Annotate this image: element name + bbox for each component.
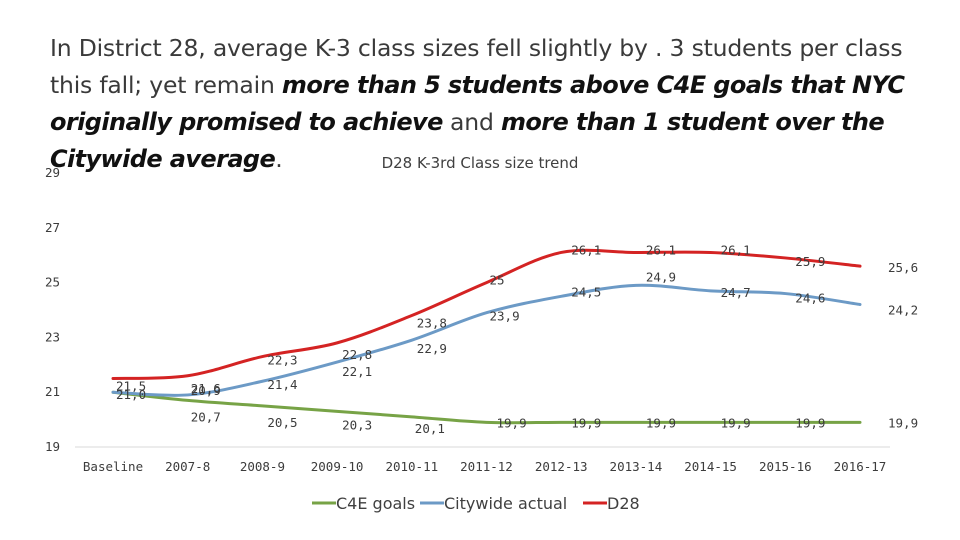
data-label-c4e-goals: 20,5 (267, 415, 297, 430)
data-point-citywide-actual (485, 311, 488, 314)
x-tick-label: 2010-11 (385, 459, 438, 474)
x-tick-label: 2008-9 (240, 459, 285, 474)
data-label-c4e-goals: 20,7 (191, 409, 221, 424)
data-label-c4e-goals: 21,0 (116, 387, 146, 402)
series-line-citywide-actual (111, 283, 862, 397)
x-tick-label: 2009-10 (311, 459, 364, 474)
data-point-d28 (186, 374, 189, 377)
data-label-c4e-goals: 19,9 (571, 415, 601, 430)
data-point-citywide-actual (112, 391, 115, 394)
legend: C4E goals Citywide actual D28 (312, 494, 640, 513)
data-label-c4e-goals: 19,9 (497, 415, 527, 430)
data-point-d28 (112, 377, 115, 380)
data-point-citywide-actual (186, 393, 189, 396)
data-point-c4e-goals (261, 404, 264, 407)
data-point-citywide-actual (261, 380, 264, 383)
x-tick-label: 2016-17 (834, 459, 887, 474)
data-label-c4e-goals: 19,9 (646, 415, 676, 430)
headline-emphasis-citywide: more than 1 student over the Citywide av… (50, 108, 885, 173)
data-point-c4e-goals (634, 421, 637, 424)
data-label-citywide-actual: 24,2 (888, 303, 918, 318)
data-label-citywide-actual: 21,4 (267, 377, 297, 392)
data-label-citywide-actual: 24,5 (571, 284, 601, 299)
data-point-citywide-actual (560, 295, 563, 298)
legend-label-citywide-actual: Citywide actual (444, 494, 567, 513)
data-label-d28: 23,8 (417, 315, 447, 330)
data-point-c4e-goals (709, 421, 712, 424)
data-point-c4e-goals (485, 421, 488, 424)
x-tick-label: 2013-14 (610, 459, 663, 474)
data-label-d28: 22,3 (267, 353, 297, 368)
data-label-c4e-goals: 20,3 (342, 417, 372, 432)
axis: 19 21 23 25 27 29 Baseline 2007-8 2008-9 2009-10 2… (45, 165, 890, 474)
data-label-d28: 26,1 (646, 242, 676, 257)
data-point-c4e-goals (186, 399, 189, 402)
y-tick-label: 21 (45, 384, 60, 399)
data-label-d28: 25 (490, 273, 505, 288)
data-label-d28: 22,8 (342, 347, 372, 362)
data-point-d28 (709, 251, 712, 254)
data-point-d28 (485, 281, 488, 284)
headline-text-1: In District 28, average K-3 class sizes … (50, 34, 903, 99)
data-point-d28 (859, 265, 862, 268)
data-label-d28: 25,6 (888, 260, 918, 275)
data-point-c4e-goals (560, 421, 563, 424)
headline-text-3: . (275, 145, 283, 173)
data-label-citywide-actual: 22,9 (417, 341, 447, 356)
headline-emphasis-c4e: more than 5 students above C4E goals tha… (50, 71, 905, 136)
data-point-c4e-goals (859, 421, 862, 424)
series-line-c4e-goals (111, 390, 862, 425)
data-label-c4e-goals: 19,9 (721, 415, 751, 430)
data-label-d28: 21,5 (116, 379, 146, 394)
data-point-c4e-goals (410, 415, 413, 418)
data-point-d28 (261, 355, 264, 358)
data-point-c4e-goals (784, 421, 787, 424)
y-tick-label: 19 (45, 439, 60, 454)
data-label-citywide-actual: 22,1 (342, 364, 372, 379)
chart-title: D28 K-3rd Class size trend (382, 154, 579, 172)
headline: In District 28, average K-3 class sizes … (50, 30, 950, 178)
data-label-d28: 25,9 (795, 254, 825, 269)
data-point-citywide-actual (859, 303, 862, 306)
x-tick-label: 2014-15 (684, 459, 737, 474)
x-tick-label: 2011-12 (460, 459, 513, 474)
y-tick-label: 23 (45, 329, 60, 344)
data-label-citywide-actual: 23,9 (490, 309, 520, 324)
y-tick-label: 27 (45, 220, 60, 235)
data-point-citywide-actual (784, 292, 787, 295)
data-point-citywide-actual (709, 289, 712, 292)
legend-label-d28: D28 (607, 494, 640, 513)
data-label-citywide-actual: 24,7 (721, 285, 751, 300)
data-point-d28 (560, 251, 563, 254)
data-point-d28 (336, 341, 339, 344)
data-labels: 21,0 20,7 20,5 20,3 20,1 19,9 19,9 19,9 19,9 19,9… (116, 242, 918, 435)
x-tick-label: 2012-13 (535, 459, 588, 474)
data-point-citywide-actual (336, 361, 339, 364)
x-tick-label: 2007-8 (165, 459, 210, 474)
legend-label-c4e-goals: C4E goals (336, 494, 415, 513)
data-point-citywide-actual (634, 284, 637, 287)
headline-text-2: and (442, 108, 501, 136)
y-tick-label: 29 (45, 165, 60, 180)
data-label-citywide-actual: 24,6 (795, 291, 825, 306)
data-label-citywide-actual: 20,9 (191, 383, 221, 398)
data-label-d28: 21,6 (191, 381, 221, 396)
data-label-c4e-goals: 19,9 (795, 415, 825, 430)
data-label-citywide-actual: 24,9 (646, 269, 676, 284)
data-label-d28: 26,1 (721, 242, 751, 257)
series (111, 248, 862, 425)
y-tick-label: 25 (45, 275, 60, 290)
data-point-d28 (634, 251, 637, 254)
x-tick-label: Baseline (83, 459, 143, 474)
data-label-d28: 26,1 (571, 242, 601, 257)
data-point-d28 (784, 256, 787, 259)
data-label-c4e-goals: 20,1 (415, 421, 445, 436)
data-point-d28 (410, 314, 413, 317)
data-point-c4e-goals (336, 410, 339, 413)
x-tick-label: 2015-16 (759, 459, 812, 474)
data-point-citywide-actual (410, 339, 413, 342)
data-label-c4e-goals: 19,9 (888, 415, 918, 430)
series-line-d28 (111, 248, 862, 380)
